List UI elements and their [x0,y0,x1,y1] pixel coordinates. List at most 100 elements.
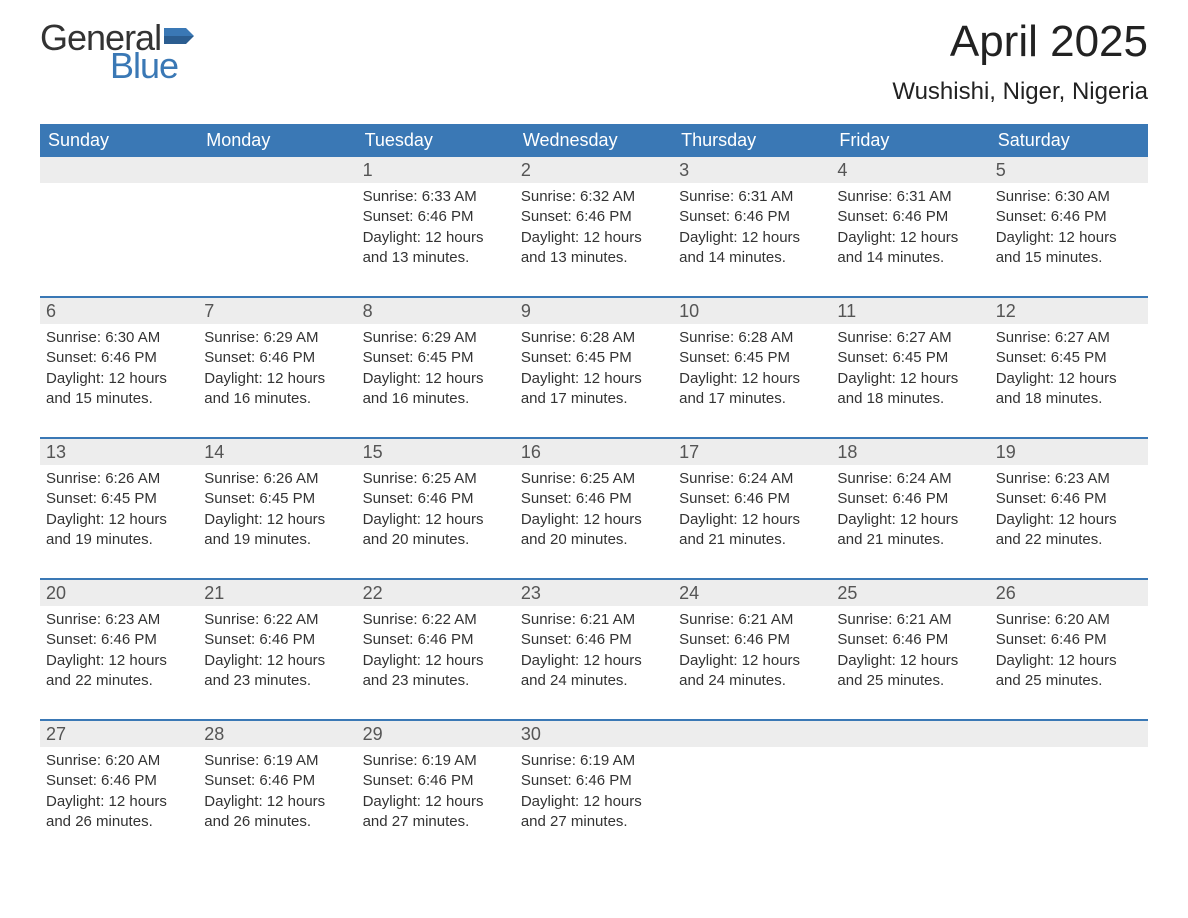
day-number-cell: 3 [673,157,831,183]
sunrise-value: Sunrise: 6:27 AM [837,328,983,348]
sunset-value: Sunset: 6:46 PM [363,489,509,509]
day-data-cell: Sunrise: 6:31 AMSunset: 6:46 PMDaylight:… [831,183,989,297]
sunset-value: Sunset: 6:46 PM [204,630,350,650]
sunrise-value: Sunrise: 6:21 AM [521,610,667,630]
day-data-cell: Sunrise: 6:19 AMSunset: 6:46 PMDaylight:… [357,747,515,860]
sunrise-value: Sunrise: 6:28 AM [521,328,667,348]
daylight-value: Daylight: 12 hours and 16 minutes. [204,369,350,410]
day-data-cell: Sunrise: 6:30 AMSunset: 6:46 PMDaylight:… [990,183,1148,297]
daylight-value: Daylight: 12 hours and 26 minutes. [46,792,192,833]
day-number-cell: 7 [198,298,356,324]
day-number-row: 6789101112 [40,298,1148,324]
sunset-value: Sunset: 6:45 PM [46,489,192,509]
daylight-value: Daylight: 12 hours and 18 minutes. [996,369,1142,410]
daylight-value: Daylight: 12 hours and 15 minutes. [996,228,1142,269]
page-title: April 2025 [892,20,1148,64]
sunset-value: Sunset: 6:46 PM [204,348,350,368]
sunrise-value: Sunrise: 6:30 AM [996,187,1142,207]
day-number-cell: 25 [831,580,989,606]
day-data-cell: Sunrise: 6:30 AMSunset: 6:46 PMDaylight:… [40,324,198,438]
sunset-value: Sunset: 6:46 PM [521,630,667,650]
sunrise-value: Sunrise: 6:19 AM [204,751,350,771]
day-number-cell: 14 [198,439,356,465]
header: General Blue April 2025 Wushishi, Niger,… [40,20,1148,116]
day-number-cell [831,721,989,747]
day-number-cell: 23 [515,580,673,606]
weekday-header: Sunday [40,124,198,157]
day-number-cell: 6 [40,298,198,324]
daylight-value: Daylight: 12 hours and 18 minutes. [837,369,983,410]
sunset-value: Sunset: 6:46 PM [521,489,667,509]
daylight-value: Daylight: 12 hours and 27 minutes. [521,792,667,833]
sunset-value: Sunset: 6:46 PM [837,489,983,509]
sunrise-value: Sunrise: 6:27 AM [996,328,1142,348]
day-data-cell: Sunrise: 6:31 AMSunset: 6:46 PMDaylight:… [673,183,831,297]
day-number-cell: 24 [673,580,831,606]
sunset-value: Sunset: 6:46 PM [46,771,192,791]
sunrise-value: Sunrise: 6:21 AM [679,610,825,630]
daylight-value: Daylight: 12 hours and 25 minutes. [837,651,983,692]
daylight-value: Daylight: 12 hours and 14 minutes. [679,228,825,269]
daylight-value: Daylight: 12 hours and 16 minutes. [363,369,509,410]
sunrise-value: Sunrise: 6:25 AM [521,469,667,489]
day-data-cell: Sunrise: 6:20 AMSunset: 6:46 PMDaylight:… [40,747,198,860]
day-data-cell: Sunrise: 6:28 AMSunset: 6:45 PMDaylight:… [673,324,831,438]
day-number-row: 12345 [40,157,1148,183]
sunrise-value: Sunrise: 6:23 AM [46,610,192,630]
day-number-cell: 17 [673,439,831,465]
sunset-value: Sunset: 6:45 PM [837,348,983,368]
sunrise-value: Sunrise: 6:19 AM [363,751,509,771]
sunrise-value: Sunrise: 6:26 AM [204,469,350,489]
day-number-cell [990,721,1148,747]
day-number-cell: 2 [515,157,673,183]
day-data-cell: Sunrise: 6:24 AMSunset: 6:46 PMDaylight:… [831,465,989,579]
day-data-cell: Sunrise: 6:26 AMSunset: 6:45 PMDaylight:… [40,465,198,579]
daylight-value: Daylight: 12 hours and 20 minutes. [363,510,509,551]
day-data-cell: Sunrise: 6:25 AMSunset: 6:46 PMDaylight:… [357,465,515,579]
sunrise-value: Sunrise: 6:20 AM [996,610,1142,630]
day-data-cell: Sunrise: 6:21 AMSunset: 6:46 PMDaylight:… [673,606,831,720]
sunrise-value: Sunrise: 6:30 AM [46,328,192,348]
sunset-value: Sunset: 6:46 PM [204,771,350,791]
day-number-cell: 15 [357,439,515,465]
day-data-cell: Sunrise: 6:29 AMSunset: 6:46 PMDaylight:… [198,324,356,438]
sunset-value: Sunset: 6:46 PM [679,489,825,509]
daylight-value: Daylight: 12 hours and 14 minutes. [837,228,983,269]
daylight-value: Daylight: 12 hours and 17 minutes. [679,369,825,410]
day-data-row: Sunrise: 6:30 AMSunset: 6:46 PMDaylight:… [40,324,1148,438]
daylight-value: Daylight: 12 hours and 22 minutes. [46,651,192,692]
day-number-cell: 18 [831,439,989,465]
daylight-value: Daylight: 12 hours and 21 minutes. [679,510,825,551]
day-data-cell: Sunrise: 6:19 AMSunset: 6:46 PMDaylight:… [515,747,673,860]
day-data-cell: Sunrise: 6:32 AMSunset: 6:46 PMDaylight:… [515,183,673,297]
day-number-row: 20212223242526 [40,580,1148,606]
day-data-cell [198,183,356,297]
day-data-cell [831,747,989,860]
sunset-value: Sunset: 6:46 PM [363,207,509,227]
daylight-value: Daylight: 12 hours and 13 minutes. [363,228,509,269]
day-number-cell: 20 [40,580,198,606]
day-data-cell [673,747,831,860]
day-data-cell: Sunrise: 6:22 AMSunset: 6:46 PMDaylight:… [357,606,515,720]
location-label: Wushishi, Niger, Nigeria [892,78,1148,106]
sunrise-value: Sunrise: 6:22 AM [204,610,350,630]
day-data-cell: Sunrise: 6:23 AMSunset: 6:46 PMDaylight:… [40,606,198,720]
daylight-value: Daylight: 12 hours and 24 minutes. [521,651,667,692]
day-number-cell: 9 [515,298,673,324]
day-number-cell: 13 [40,439,198,465]
day-data-cell: Sunrise: 6:21 AMSunset: 6:46 PMDaylight:… [831,606,989,720]
weekday-header: Thursday [673,124,831,157]
sunset-value: Sunset: 6:45 PM [679,348,825,368]
day-data-cell: Sunrise: 6:21 AMSunset: 6:46 PMDaylight:… [515,606,673,720]
day-data-cell [990,747,1148,860]
sunset-value: Sunset: 6:46 PM [521,771,667,791]
weekday-header: Tuesday [357,124,515,157]
sunrise-value: Sunrise: 6:24 AM [837,469,983,489]
sunset-value: Sunset: 6:46 PM [46,630,192,650]
day-number-cell: 29 [357,721,515,747]
day-number-cell: 10 [673,298,831,324]
sunrise-value: Sunrise: 6:32 AM [521,187,667,207]
daylight-value: Daylight: 12 hours and 17 minutes. [521,369,667,410]
day-number-cell: 4 [831,157,989,183]
day-data-cell: Sunrise: 6:28 AMSunset: 6:45 PMDaylight:… [515,324,673,438]
